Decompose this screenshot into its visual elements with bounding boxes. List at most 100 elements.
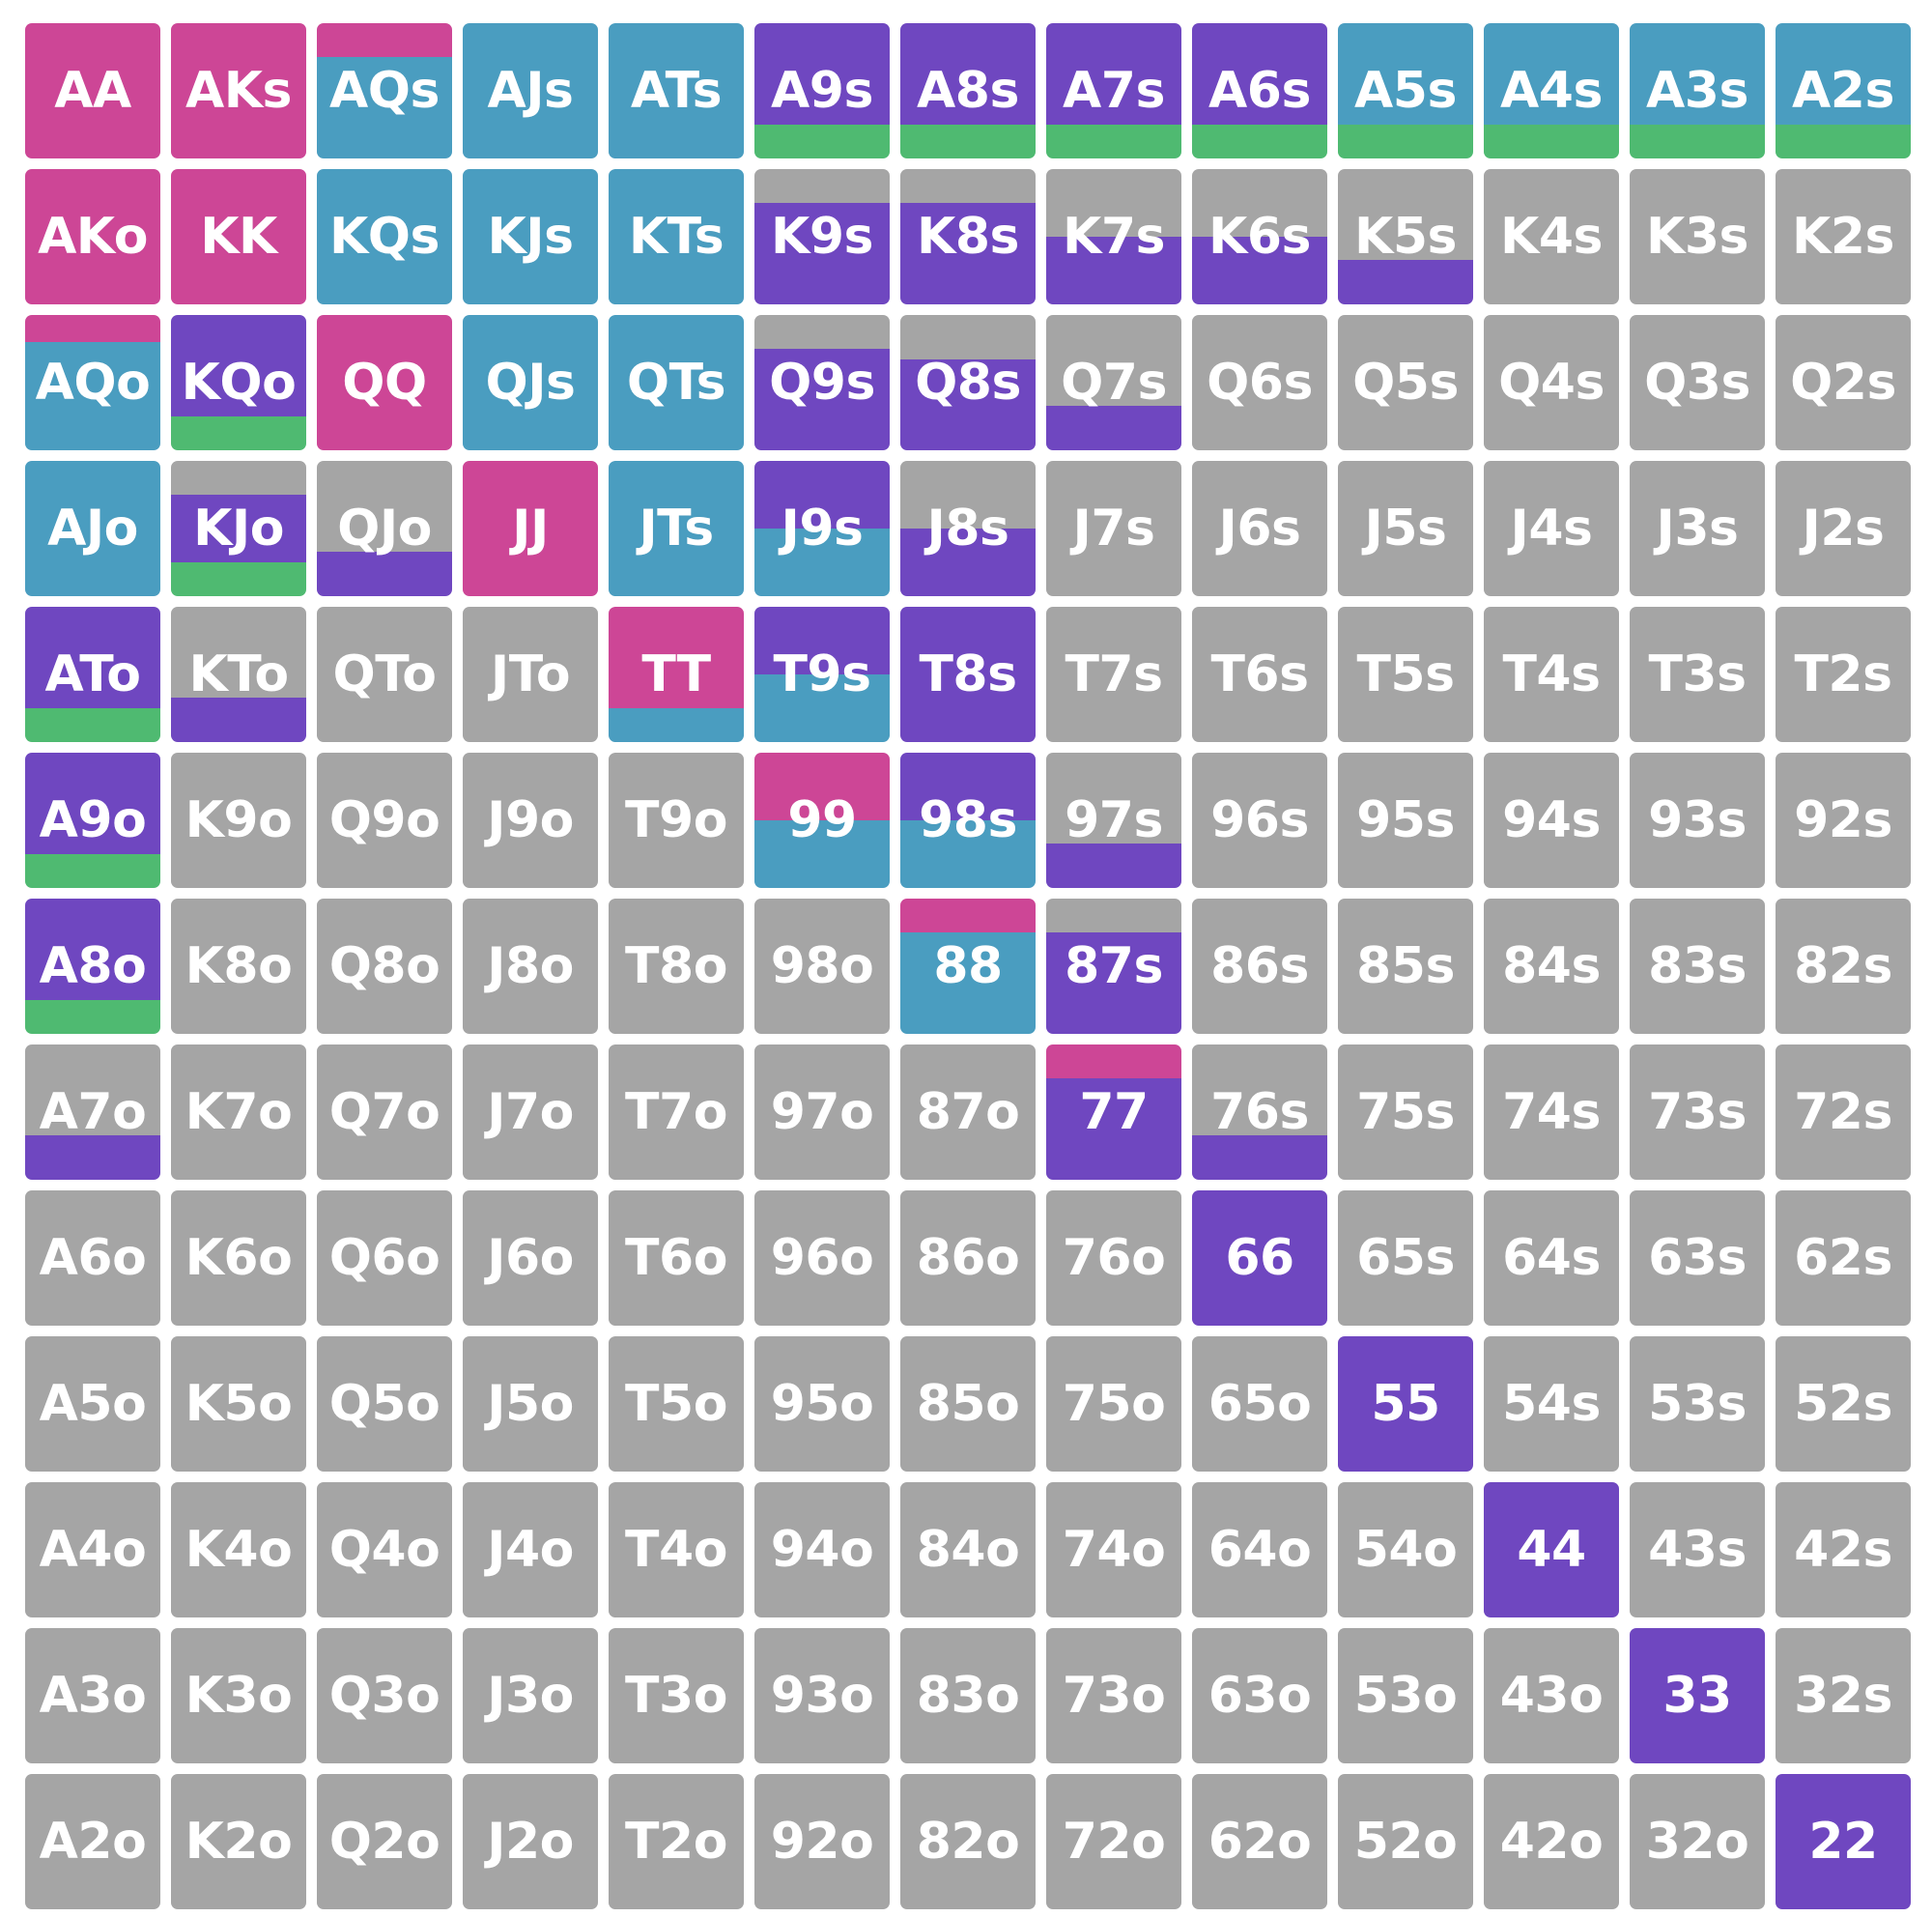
hand-cell-62s[interactable]: 62s bbox=[1776, 1190, 1911, 1326]
hand-cell-aks[interactable]: AKs bbox=[171, 23, 306, 158]
hand-cell-q8s[interactable]: Q8s bbox=[900, 315, 1036, 450]
hand-cell-k9o[interactable]: K9o bbox=[171, 753, 306, 888]
hand-cell-43s[interactable]: 43s bbox=[1630, 1482, 1765, 1617]
hand-cell-j2o[interactable]: J2o bbox=[463, 1774, 598, 1909]
hand-cell-j5s[interactable]: J5s bbox=[1338, 461, 1473, 596]
hand-cell-88[interactable]: 88 bbox=[900, 899, 1036, 1034]
hand-cell-q4o[interactable]: Q4o bbox=[317, 1482, 452, 1617]
hand-cell-t2o[interactable]: T2o bbox=[609, 1774, 744, 1909]
hand-cell-j9s[interactable]: J9s bbox=[754, 461, 890, 596]
hand-cell-k5s[interactable]: K5s bbox=[1338, 169, 1473, 304]
hand-cell-75o[interactable]: 75o bbox=[1046, 1336, 1181, 1472]
hand-cell-65o[interactable]: 65o bbox=[1192, 1336, 1327, 1472]
hand-cell-74s[interactable]: 74s bbox=[1484, 1044, 1619, 1180]
hand-cell-84o[interactable]: 84o bbox=[900, 1482, 1036, 1617]
hand-cell-44[interactable]: 44 bbox=[1484, 1482, 1619, 1617]
hand-cell-98s[interactable]: 98s bbox=[900, 753, 1036, 888]
hand-cell-42o[interactable]: 42o bbox=[1484, 1774, 1619, 1909]
hand-cell-ato[interactable]: ATo bbox=[25, 607, 160, 742]
hand-cell-aqo[interactable]: AQo bbox=[25, 315, 160, 450]
hand-cell-98o[interactable]: 98o bbox=[754, 899, 890, 1034]
hand-cell-ajo[interactable]: AJo bbox=[25, 461, 160, 596]
hand-cell-93s[interactable]: 93s bbox=[1630, 753, 1765, 888]
hand-cell-k5o[interactable]: K5o bbox=[171, 1336, 306, 1472]
hand-cell-a9s[interactable]: A9s bbox=[754, 23, 890, 158]
hand-cell-t7s[interactable]: T7s bbox=[1046, 607, 1181, 742]
hand-cell-jto[interactable]: JTo bbox=[463, 607, 598, 742]
hand-cell-96o[interactable]: 96o bbox=[754, 1190, 890, 1326]
hand-cell-a7o[interactable]: A7o bbox=[25, 1044, 160, 1180]
hand-cell-j7s[interactable]: J7s bbox=[1046, 461, 1181, 596]
hand-cell-87s[interactable]: 87s bbox=[1046, 899, 1181, 1034]
hand-cell-73o[interactable]: 73o bbox=[1046, 1628, 1181, 1763]
hand-cell-t6o[interactable]: T6o bbox=[609, 1190, 744, 1326]
hand-cell-t8s[interactable]: T8s bbox=[900, 607, 1036, 742]
hand-cell-63o[interactable]: 63o bbox=[1192, 1628, 1327, 1763]
hand-cell-j4o[interactable]: J4o bbox=[463, 1482, 598, 1617]
hand-cell-54s[interactable]: 54s bbox=[1484, 1336, 1619, 1472]
hand-cell-a3o[interactable]: A3o bbox=[25, 1628, 160, 1763]
hand-cell-j6s[interactable]: J6s bbox=[1192, 461, 1327, 596]
hand-cell-j5o[interactable]: J5o bbox=[463, 1336, 598, 1472]
hand-cell-j3o[interactable]: J3o bbox=[463, 1628, 598, 1763]
hand-cell-64s[interactable]: 64s bbox=[1484, 1190, 1619, 1326]
hand-cell-t4o[interactable]: T4o bbox=[609, 1482, 744, 1617]
hand-cell-a8s[interactable]: A8s bbox=[900, 23, 1036, 158]
hand-cell-82s[interactable]: 82s bbox=[1776, 899, 1911, 1034]
hand-cell-k8s[interactable]: K8s bbox=[900, 169, 1036, 304]
hand-cell-a2o[interactable]: A2o bbox=[25, 1774, 160, 1909]
hand-cell-t4s[interactable]: T4s bbox=[1484, 607, 1619, 742]
hand-cell-q7s[interactable]: Q7s bbox=[1046, 315, 1181, 450]
hand-cell-92s[interactable]: 92s bbox=[1776, 753, 1911, 888]
hand-cell-j8o[interactable]: J8o bbox=[463, 899, 598, 1034]
hand-cell-76o[interactable]: 76o bbox=[1046, 1190, 1181, 1326]
hand-cell-84s[interactable]: 84s bbox=[1484, 899, 1619, 1034]
hand-cell-k8o[interactable]: K8o bbox=[171, 899, 306, 1034]
hand-cell-j3s[interactable]: J3s bbox=[1630, 461, 1765, 596]
hand-cell-73s[interactable]: 73s bbox=[1630, 1044, 1765, 1180]
hand-cell-k2s[interactable]: K2s bbox=[1776, 169, 1911, 304]
hand-cell-qjs[interactable]: QJs bbox=[463, 315, 598, 450]
hand-cell-kjs[interactable]: KJs bbox=[463, 169, 598, 304]
hand-cell-qto[interactable]: QTo bbox=[317, 607, 452, 742]
hand-cell-kts[interactable]: KTs bbox=[609, 169, 744, 304]
hand-cell-k3o[interactable]: K3o bbox=[171, 1628, 306, 1763]
hand-cell-97o[interactable]: 97o bbox=[754, 1044, 890, 1180]
hand-cell-82o[interactable]: 82o bbox=[900, 1774, 1036, 1909]
hand-cell-83o[interactable]: 83o bbox=[900, 1628, 1036, 1763]
hand-cell-j6o[interactable]: J6o bbox=[463, 1190, 598, 1326]
hand-cell-k6o[interactable]: K6o bbox=[171, 1190, 306, 1326]
hand-cell-52s[interactable]: 52s bbox=[1776, 1336, 1911, 1472]
hand-cell-k3s[interactable]: K3s bbox=[1630, 169, 1765, 304]
hand-cell-a6s[interactable]: A6s bbox=[1192, 23, 1327, 158]
hand-cell-q6o[interactable]: Q6o bbox=[317, 1190, 452, 1326]
hand-cell-a3s[interactable]: A3s bbox=[1630, 23, 1765, 158]
hand-cell-77[interactable]: 77 bbox=[1046, 1044, 1181, 1180]
hand-cell-63s[interactable]: 63s bbox=[1630, 1190, 1765, 1326]
hand-cell-j4s[interactable]: J4s bbox=[1484, 461, 1619, 596]
hand-cell-k6s[interactable]: K6s bbox=[1192, 169, 1327, 304]
hand-cell-j7o[interactable]: J7o bbox=[463, 1044, 598, 1180]
hand-cell-q9s[interactable]: Q9s bbox=[754, 315, 890, 450]
hand-cell-66[interactable]: 66 bbox=[1192, 1190, 1327, 1326]
hand-cell-76s[interactable]: 76s bbox=[1192, 1044, 1327, 1180]
hand-cell-kqs[interactable]: KQs bbox=[317, 169, 452, 304]
hand-cell-kk[interactable]: KK bbox=[171, 169, 306, 304]
hand-cell-k2o[interactable]: K2o bbox=[171, 1774, 306, 1909]
hand-cell-75s[interactable]: 75s bbox=[1338, 1044, 1473, 1180]
hand-cell-t9s[interactable]: T9s bbox=[754, 607, 890, 742]
hand-cell-aqs[interactable]: AQs bbox=[317, 23, 452, 158]
hand-cell-22[interactable]: 22 bbox=[1776, 1774, 1911, 1909]
hand-cell-a6o[interactable]: A6o bbox=[25, 1190, 160, 1326]
hand-cell-97s[interactable]: 97s bbox=[1046, 753, 1181, 888]
hand-cell-ats[interactable]: ATs bbox=[609, 23, 744, 158]
hand-cell-jj[interactable]: JJ bbox=[463, 461, 598, 596]
hand-cell-j2s[interactable]: J2s bbox=[1776, 461, 1911, 596]
hand-cell-a7s[interactable]: A7s bbox=[1046, 23, 1181, 158]
hand-cell-54o[interactable]: 54o bbox=[1338, 1482, 1473, 1617]
hand-cell-95s[interactable]: 95s bbox=[1338, 753, 1473, 888]
hand-cell-74o[interactable]: 74o bbox=[1046, 1482, 1181, 1617]
hand-cell-85s[interactable]: 85s bbox=[1338, 899, 1473, 1034]
hand-cell-86o[interactable]: 86o bbox=[900, 1190, 1036, 1326]
hand-cell-a5s[interactable]: A5s bbox=[1338, 23, 1473, 158]
